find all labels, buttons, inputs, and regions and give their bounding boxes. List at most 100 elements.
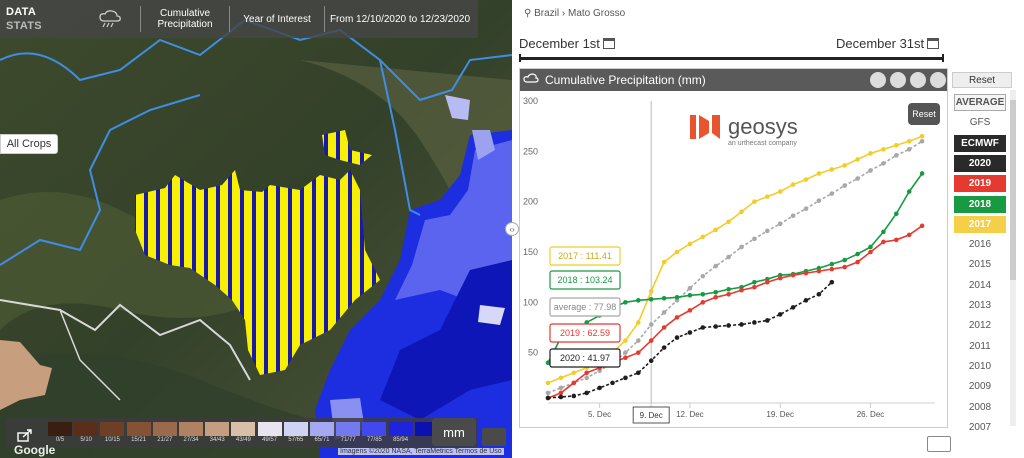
data-point-2017[interactable] [623,338,628,343]
data-point-2019[interactable] [713,295,718,300]
data-point-2019[interactable] [752,284,757,290]
data-point-2020[interactable] [765,318,770,323]
data-point-2020[interactable] [739,322,744,327]
map-layer-button[interactable] [482,428,506,446]
data-point-2018[interactable] [855,251,860,257]
data-point-2018[interactable] [700,291,706,297]
data-point-average[interactable] [739,244,744,250]
data-point-2017[interactable] [661,259,667,265]
data-point-2019[interactable] [881,239,886,245]
legend-swatch[interactable] [179,422,203,436]
data-stats-toggle[interactable]: DATA STATS [0,0,80,38]
legend-swatch[interactable] [362,422,387,436]
year-option-2009[interactable]: 2009 [968,381,992,393]
map-canvas[interactable] [0,0,512,458]
data-point-2019[interactable] [584,370,589,376]
data-point-2020[interactable] [816,291,822,297]
data-point-2019[interactable] [687,308,693,313]
breadcrumb-text[interactable]: Brazil › Mato Grosso [534,8,626,19]
stats-tab[interactable]: STATS [6,20,42,32]
data-point-average[interactable] [906,147,912,152]
data-point-2018[interactable] [881,229,886,235]
data-point-2019[interactable] [700,300,706,305]
calendar-icon[interactable] [927,38,940,49]
data-point-2019[interactable] [571,380,577,386]
data-point-2019[interactable] [894,237,899,243]
data-point-average[interactable] [545,390,551,396]
data-point-2020[interactable] [636,370,641,376]
data-point-2018[interactable] [674,295,680,300]
data-point-2018[interactable] [868,244,873,250]
data-point-2020[interactable] [597,385,602,391]
data-point-2017[interactable] [739,209,744,215]
data-point-2017[interactable] [855,157,860,162]
data-point-2017[interactable] [906,138,912,144]
data-point-average[interactable] [919,138,925,144]
data-point-2020[interactable] [571,393,577,399]
data-point-2019[interactable] [803,270,809,276]
data-point-2018[interactable] [752,279,757,285]
year-option-2008[interactable]: 2008 [968,401,992,413]
year-option-2016[interactable]: 2016 [968,239,992,251]
data-point-2017[interactable] [545,380,551,386]
data-point-2020[interactable] [623,375,628,381]
data-point-2017[interactable] [713,227,718,233]
data-point-2017[interactable] [894,142,899,148]
unit-mm-button[interactable]: mm [432,418,476,446]
data-point-average[interactable] [636,338,641,343]
data-point-2019[interactable] [868,249,873,255]
data-point-average[interactable] [623,350,628,355]
data-point-2019[interactable] [765,279,770,285]
data-point-2017[interactable] [636,320,641,325]
data-tab[interactable]: DATA [6,6,37,18]
rain-cloud-icon[interactable] [80,9,140,29]
data-point-average[interactable] [765,228,770,234]
legend-swatch[interactable] [74,422,99,436]
data-point-average[interactable] [790,213,796,219]
data-point-average[interactable] [777,221,783,227]
data-point-average[interactable] [584,375,589,381]
data-point-average[interactable] [558,385,564,391]
data-point-2019[interactable] [558,390,564,396]
series-line-average[interactable] [547,140,923,394]
data-point-2019[interactable] [816,268,822,274]
data-point-2020[interactable] [726,323,731,328]
data-point-2019[interactable] [636,350,641,355]
legend-swatch[interactable] [336,422,361,436]
data-point-average[interactable] [687,285,693,291]
data-point-2019[interactable] [842,264,847,270]
data-point-2018[interactable] [661,296,667,301]
year-option-2017[interactable]: 2017 [954,215,1006,233]
tab-cumulative-precipitation[interactable]: Cumulative Precipitation [157,8,213,30]
data-point-2017[interactable] [881,147,886,152]
year-option-gfs[interactable]: GFS [969,117,991,129]
data-point-average[interactable] [842,183,847,188]
year-option-2013[interactable]: 2013 [968,300,992,311]
data-point-average[interactable] [855,176,860,181]
data-point-2019[interactable] [777,275,783,281]
data-point-2019[interactable] [648,338,654,343]
data-point-2020[interactable] [687,330,693,335]
date-start[interactable]: December 1st [519,36,615,51]
data-point-average[interactable] [803,206,809,212]
data-point-2020[interactable] [674,335,680,340]
data-point-2020[interactable] [610,380,615,386]
data-point-2020[interactable] [545,395,551,401]
data-point-2018[interactable] [894,211,899,217]
close-icon[interactable] [930,72,946,88]
data-point-2017[interactable] [842,163,847,168]
legend-swatch[interactable] [100,422,125,436]
data-point-2017[interactable] [790,182,796,187]
data-point-2017[interactable] [765,194,770,199]
data-point-average[interactable] [648,322,654,327]
data-point-average[interactable] [881,161,886,166]
data-point-2017[interactable] [816,171,822,176]
data-point-2018[interactable] [726,286,731,292]
data-point-average[interactable] [713,263,718,269]
data-point-2017[interactable] [919,133,925,139]
data-point-2017[interactable] [687,241,693,247]
data-point-2018[interactable] [713,289,718,295]
tab-year-of-interest[interactable]: Year of Interest [243,13,311,25]
data-point-2017[interactable] [829,167,835,172]
calendar-icon[interactable] [602,38,615,49]
